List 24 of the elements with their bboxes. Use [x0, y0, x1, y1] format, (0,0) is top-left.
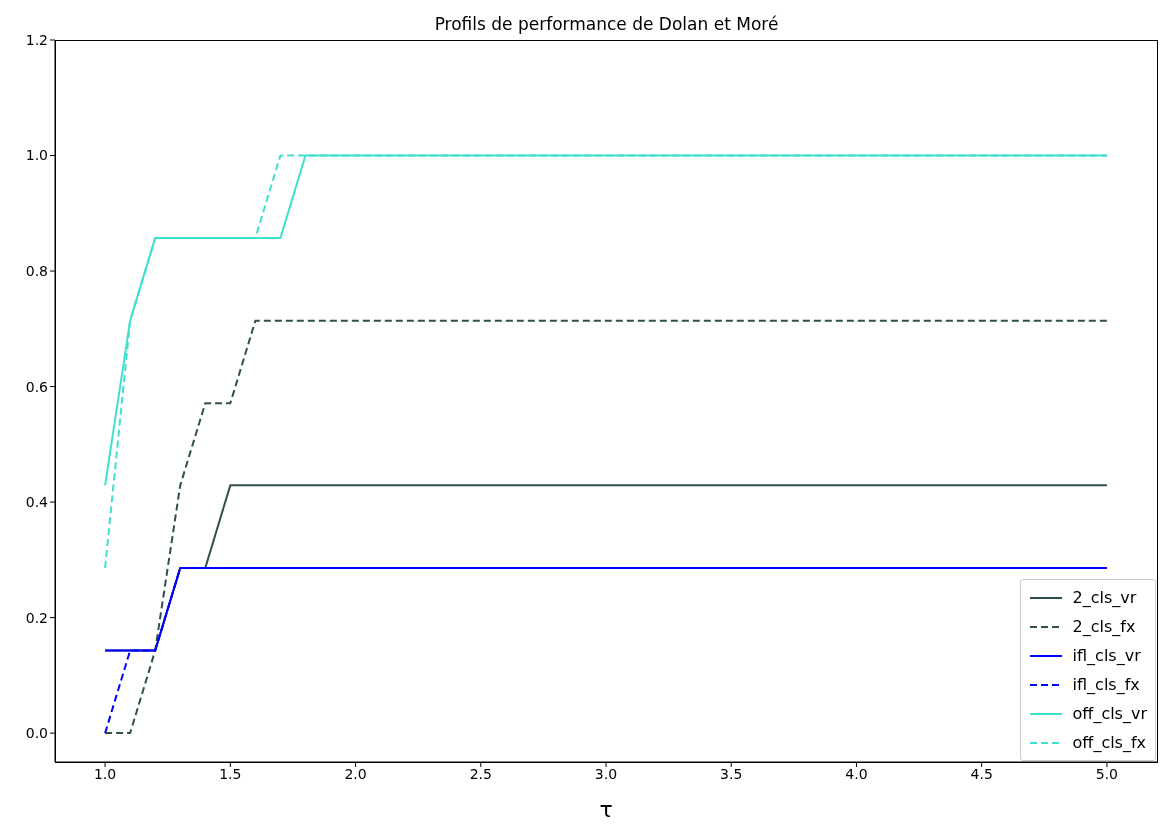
legend-label: off_cls_vr	[1072, 703, 1147, 725]
x-tick-label: 1.5	[219, 765, 242, 782]
legend-label: ifl_cls_vr	[1072, 645, 1141, 667]
x-tick-label: 2.5	[469, 765, 492, 782]
chart-title: Profils de performance de Dolan et Moré	[433, 14, 780, 34]
x-tick-label: 4.5	[970, 765, 993, 782]
legend-label: 2_cls_fx	[1072, 616, 1136, 638]
legend-label: ifl_cls_fx	[1072, 674, 1140, 696]
x-tick-label: 3.5	[720, 765, 743, 782]
y-tick-label: 0.4	[25, 494, 49, 511]
x-tick-label: 3.0	[594, 765, 618, 782]
y-tick-label: 0.6	[25, 378, 49, 395]
y-tick-label: 0.2	[25, 609, 48, 626]
x-tick-label: 1.0	[93, 765, 117, 782]
y-tick-label: 1.2	[25, 31, 48, 48]
x-tick-label: 5.0	[1095, 765, 1119, 782]
x-tick-label: 4.0	[845, 765, 868, 782]
y-tick-label: 0.0	[25, 725, 48, 742]
legend-label: off_cls_fx	[1072, 732, 1147, 754]
x-axis-title: τ	[599, 797, 613, 822]
y-tick-label: 0.8	[25, 263, 48, 280]
y-tick-label: 1.0	[25, 147, 48, 164]
x-tick-label: 2.0	[344, 765, 367, 782]
legend-label: 2_cls_vr	[1072, 587, 1137, 609]
